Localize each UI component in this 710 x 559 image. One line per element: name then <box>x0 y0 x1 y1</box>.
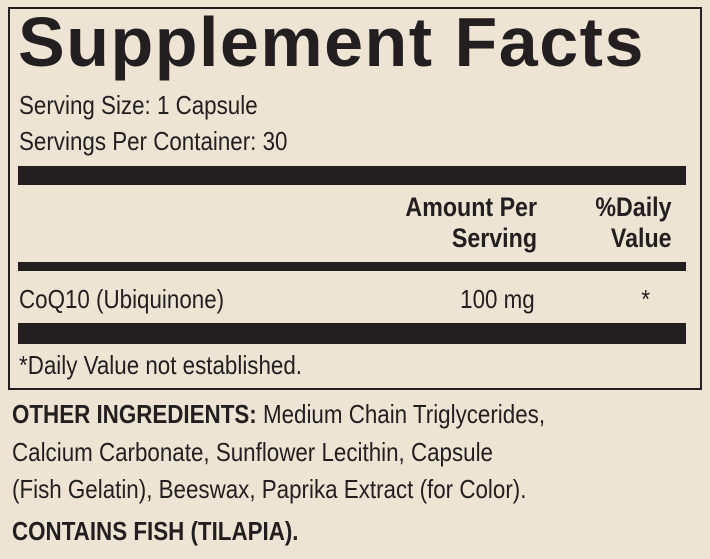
nutrient-amount: 100 mg <box>460 284 535 314</box>
allergen-statement: CONTAINS FISH (TILAPIA). <box>12 516 299 546</box>
other-ingredients-heading: OTHER INGREDIENTS: <box>12 399 257 429</box>
thick-divider-bottom <box>18 323 686 344</box>
supplement-facts-panel <box>8 7 702 390</box>
other-ingredients: OTHER INGREDIENTS: Medium Chain Triglyce… <box>12 396 700 509</box>
ingredients-line2: Calcium Carbonate, Sunflower Lecithin, C… <box>12 436 493 467</box>
panel-title: Supplement Facts <box>18 3 645 81</box>
servings-per-container: Servings Per Container: 30 <box>19 126 288 156</box>
ingredients-line1: Medium Chain Triglycerides, <box>256 399 546 429</box>
dv-header-line1: %Daily <box>595 192 672 222</box>
dv-header-line2: Value <box>611 223 672 253</box>
serving-size: Serving Size: 1 Capsule <box>19 90 258 120</box>
amount-header-line2: Serving <box>451 223 537 253</box>
nutrient-daily-value: * <box>641 284 650 314</box>
amount-per-serving-header: Amount Per Serving <box>405 192 537 254</box>
footnote: *Daily Value not established. <box>19 350 302 380</box>
amount-header-line1: Amount Per <box>405 192 537 222</box>
daily-value-header: %Daily Value <box>596 192 672 254</box>
thick-divider <box>18 166 686 185</box>
ingredients-line3: (Fish Gelatin), Beeswax, Paprika Extract… <box>12 474 527 504</box>
medium-divider <box>18 262 686 271</box>
nutrient-name: CoQ10 (Ubiquinone) <box>19 284 225 314</box>
